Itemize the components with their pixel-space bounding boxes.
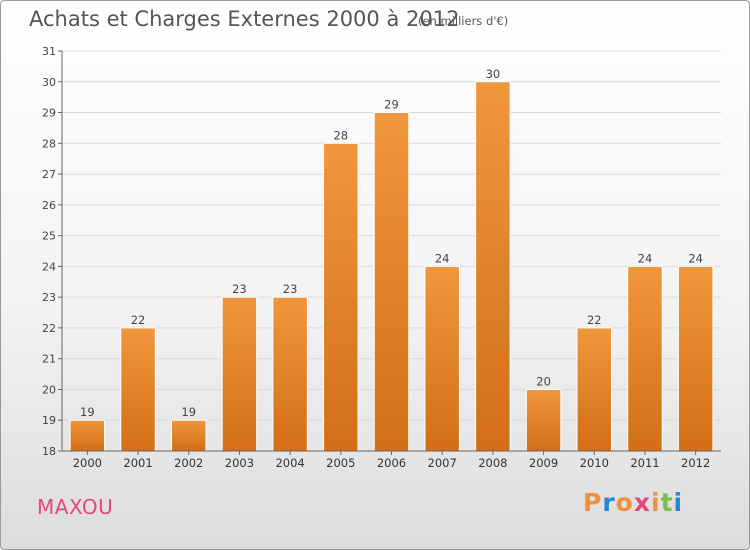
logo-letter: o bbox=[615, 488, 634, 517]
x-tick-label: 2002 bbox=[174, 456, 203, 470]
data-label: 23 bbox=[232, 282, 247, 296]
data-label: 28 bbox=[333, 128, 348, 142]
data-label: 22 bbox=[587, 313, 602, 327]
y-tick-label: 21 bbox=[42, 353, 56, 366]
x-tick-label: 2000 bbox=[73, 456, 102, 470]
logo-letter: t bbox=[660, 488, 674, 517]
x-tick-label: 2012 bbox=[681, 456, 710, 470]
y-tick-label: 26 bbox=[42, 199, 56, 212]
y-tick-label: 23 bbox=[42, 291, 56, 304]
y-tick-label: 18 bbox=[42, 445, 56, 458]
y-tick-label: 25 bbox=[42, 230, 56, 243]
commune-name: MAXOU bbox=[37, 495, 114, 519]
x-tick-label: 2003 bbox=[225, 456, 254, 470]
bar-chart: 18 19 20 21 22 23 24 25 26 27 28 29 30 31 19 2000 22 2001… bbox=[42, 45, 721, 470]
y-tick-label: 24 bbox=[42, 260, 56, 273]
data-label: 23 bbox=[283, 282, 298, 296]
data-label: 24 bbox=[435, 251, 450, 265]
bar bbox=[525, 388, 562, 452]
data-label: 24 bbox=[688, 251, 703, 265]
x-tick-label: 2011 bbox=[630, 456, 659, 470]
logo-letter: P bbox=[583, 488, 603, 517]
y-tick-label: 19 bbox=[42, 414, 56, 427]
bar bbox=[373, 112, 410, 452]
bar bbox=[221, 296, 258, 452]
data-label: 20 bbox=[536, 374, 551, 388]
y-tick-label: 28 bbox=[42, 137, 56, 150]
bar bbox=[170, 419, 207, 452]
x-tick-label: 2001 bbox=[123, 456, 152, 470]
bar bbox=[576, 327, 613, 452]
logo-letter: x bbox=[633, 488, 651, 517]
bar bbox=[677, 265, 714, 452]
bar bbox=[475, 81, 511, 452]
logo-letter: i bbox=[673, 488, 684, 517]
x-tick-label: 2008 bbox=[478, 456, 507, 470]
x-tick-label: 2007 bbox=[428, 456, 457, 470]
y-tick-label: 30 bbox=[42, 76, 56, 89]
bar bbox=[120, 327, 156, 452]
y-tick-label: 20 bbox=[42, 383, 56, 396]
y-tick-label: 29 bbox=[42, 107, 56, 120]
logo-letter: i bbox=[651, 488, 661, 517]
bar bbox=[424, 265, 460, 452]
proxiti-logo: Proxiti bbox=[583, 488, 683, 517]
data-label: 30 bbox=[486, 67, 501, 81]
x-tick-label: 2005 bbox=[326, 456, 355, 470]
data-label: 19 bbox=[181, 405, 196, 419]
chart-title: Achats et Charges Externes 2000 à 2012 bbox=[29, 7, 460, 31]
y-tick-label: 31 bbox=[42, 45, 56, 58]
bar bbox=[627, 265, 663, 452]
data-label: 19 bbox=[80, 405, 95, 419]
x-tick-label: 2004 bbox=[275, 456, 304, 470]
y-tick-label: 22 bbox=[42, 322, 56, 335]
x-tick-label: 2010 bbox=[580, 456, 609, 470]
x-tick-label: 2006 bbox=[377, 456, 406, 470]
data-label: 24 bbox=[638, 251, 653, 265]
data-label: 29 bbox=[384, 98, 399, 112]
data-label: 22 bbox=[131, 313, 146, 327]
bar bbox=[323, 142, 359, 452]
bar bbox=[69, 419, 106, 452]
chart-subtitle: (en milliers d'€) bbox=[418, 14, 509, 28]
y-tick-label: 27 bbox=[42, 168, 56, 181]
logo-letter: r bbox=[602, 488, 616, 517]
x-tick-label: 2009 bbox=[529, 456, 558, 470]
bar bbox=[272, 296, 308, 452]
